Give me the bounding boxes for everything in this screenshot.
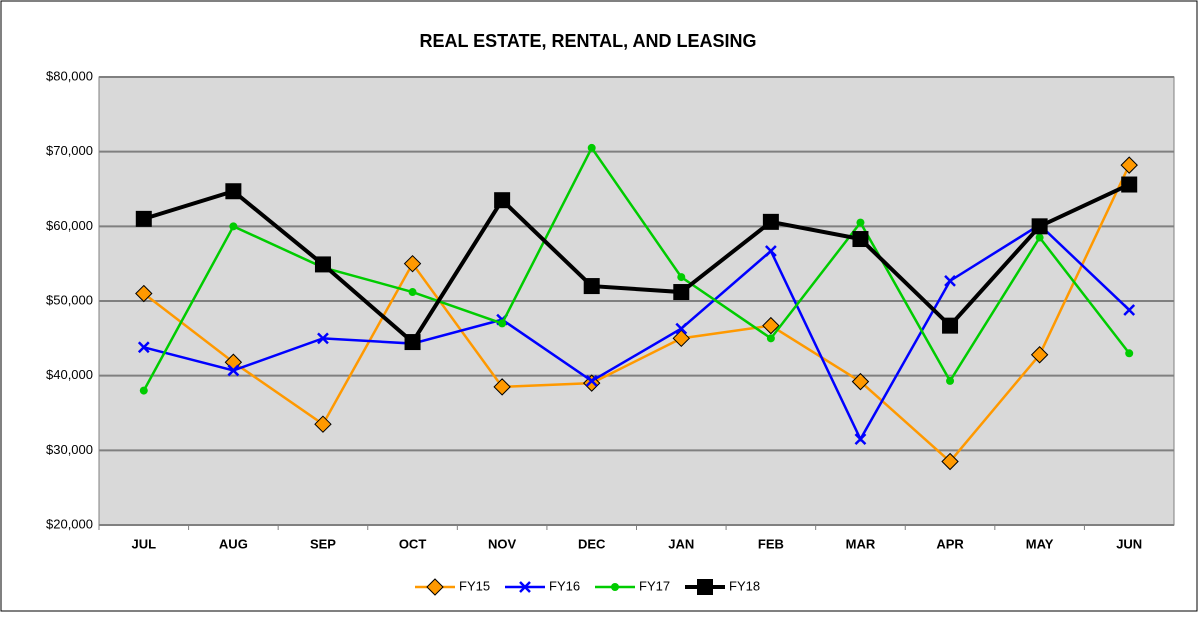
marker [493,378,511,396]
marker [675,322,688,335]
marker [1123,304,1136,316]
marker [764,245,777,257]
marker [585,375,598,387]
x-tick-label: JAN [668,536,694,551]
marker [762,213,779,230]
x-tick-label: FEB [758,536,784,551]
marker [697,579,713,595]
marker [854,433,867,446]
series-line [142,145,1131,392]
marker [611,583,619,591]
marker [1121,176,1138,193]
marker [314,256,331,273]
x-tick-label: JUN [1116,536,1142,551]
series-line [143,164,1131,464]
series-line [143,182,1131,346]
marker [946,376,955,385]
marker [139,386,148,395]
marker [135,284,153,303]
x-tick-label: APR [936,536,964,551]
marker [942,317,959,334]
marker [314,415,332,433]
marker [673,284,690,301]
marker [762,316,780,335]
marker [1031,218,1048,235]
series-line [143,223,1131,442]
y-tick-label: $50,000 [46,292,93,307]
marker [583,374,601,392]
legend-label: FY17 [639,578,670,593]
marker [426,578,444,596]
marker [494,192,511,209]
x-tick-label: MAR [846,536,876,551]
marker [498,319,507,328]
y-tick-label: $30,000 [46,442,93,457]
marker [317,332,329,345]
marker [229,222,238,231]
marker [672,329,690,348]
x-tick-label: JUL [132,536,157,551]
marker [1125,349,1134,358]
marker [135,210,152,227]
x-tick-label: MAY [1026,536,1054,551]
chart-title: REAL ESTATE, RENTAL, AND LEASING [419,31,756,51]
y-tick-label: $80,000 [46,68,93,83]
y-tick-label: $60,000 [46,218,93,233]
legend-label: FY18 [729,578,760,593]
marker [851,372,870,391]
legend-label: FY15 [459,578,490,593]
x-tick-label: OCT [399,536,427,551]
x-tick-label: AUG [219,536,248,551]
marker [852,231,869,248]
marker [137,341,150,354]
marker [227,364,240,377]
marker [766,334,775,343]
marker [856,218,865,227]
x-tick-label: SEP [310,536,336,551]
legend-label: FY16 [549,578,580,593]
marker [1035,233,1044,242]
marker [1030,346,1049,364]
marker [404,334,421,351]
marker [587,143,596,152]
marker [225,183,242,200]
y-tick-label: $70,000 [46,143,93,158]
y-tick-label: $20,000 [46,516,93,531]
marker [941,452,959,471]
x-tick-label: DEC [578,536,606,551]
marker [408,288,417,297]
y-tick-label: $40,000 [46,367,93,382]
marker [677,273,686,282]
marker [1120,156,1138,174]
marker [403,254,422,273]
marker [583,278,600,295]
marker [519,581,531,593]
x-tick-label: NOV [488,536,517,551]
marker [944,274,956,287]
